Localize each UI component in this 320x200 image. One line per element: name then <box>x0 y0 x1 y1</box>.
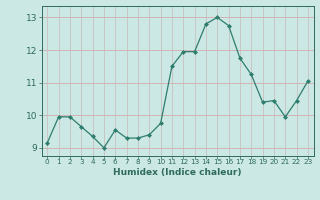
X-axis label: Humidex (Indice chaleur): Humidex (Indice chaleur) <box>113 168 242 177</box>
